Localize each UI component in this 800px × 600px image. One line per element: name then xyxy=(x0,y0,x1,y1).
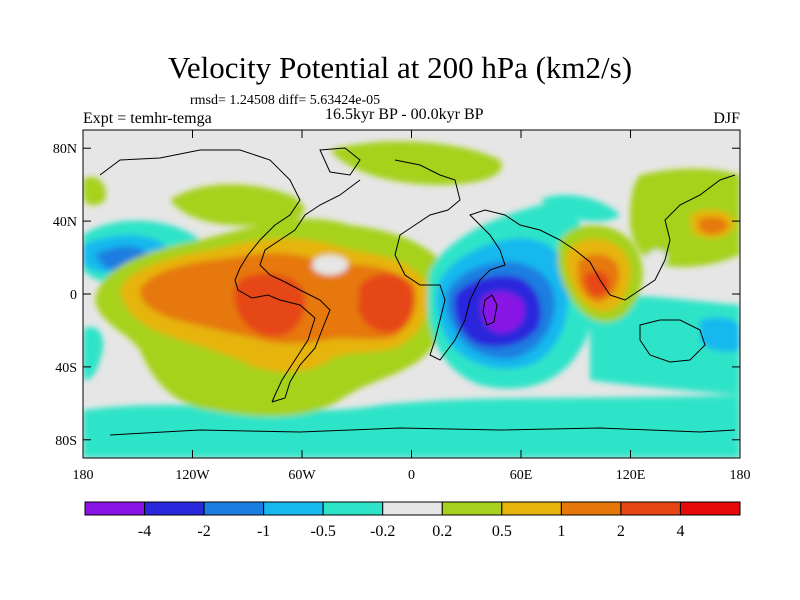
coastline-antarctica xyxy=(109,427,736,436)
lon-tick-label-1: 120W xyxy=(175,468,210,483)
axis-ticks: 80N 40N 0 40S 80S 180 120W 60W 0 60E 120E 180 xyxy=(53,130,751,483)
contour-na-positive xyxy=(170,184,305,226)
contour-atlantic-core xyxy=(358,273,414,333)
contour-pacific-hole xyxy=(647,250,667,266)
contour-eastasia-positive xyxy=(630,168,740,267)
lon-tick-label-6: 180 xyxy=(730,468,751,483)
lon-tick-label-2: 60W xyxy=(288,468,316,483)
colorbar-swatch-4 xyxy=(322,501,384,516)
colorbar-swatch-9 xyxy=(620,501,681,516)
coastline-eurasia-africa xyxy=(394,159,611,361)
colorbar-label-9: 4 xyxy=(676,523,684,540)
colorbar-swatch-3 xyxy=(263,501,324,516)
coastline-americas-west xyxy=(99,149,316,403)
chart-title: Velocity Potential at 200 hPa (km2/s) xyxy=(167,50,633,85)
colorbar-label-4: -0.2 xyxy=(370,523,395,540)
coastlines xyxy=(99,147,736,436)
lat-tick-label-2: 0 xyxy=(70,288,77,303)
colorbar-swatch-2 xyxy=(203,501,265,516)
colorbar: -4 -2 -1 -0.5 -0.2 0.2 0.5 1 2 4 xyxy=(84,501,741,540)
colorbar-swatch-5 xyxy=(382,501,443,516)
lon-tick-label-4: 60E xyxy=(510,468,533,483)
colorbar-label-1: -2 xyxy=(197,523,210,540)
lon-tick-label-5: 120E xyxy=(616,468,646,483)
stats-label: rmsd= 1.24508 diff= 5.63424e-05 xyxy=(190,93,381,108)
contour-field xyxy=(83,130,740,458)
colorbar-swatch-0 xyxy=(84,501,146,516)
lat-tick-label-3: 40S xyxy=(55,361,77,376)
contour-seasia-core xyxy=(584,270,610,297)
period-label: 16.5kyr BP - 00.0kyr BP xyxy=(325,106,484,123)
colorbar-swatch-6 xyxy=(441,501,503,516)
contour-pacific-positive-core xyxy=(698,217,728,235)
colorbar-swatch-8 xyxy=(560,501,622,516)
lon-tick-label-0: 180 xyxy=(73,468,94,483)
colorbar-label-0: -4 xyxy=(138,523,151,540)
colorbar-label-5: 0.2 xyxy=(432,523,452,540)
lon-tick-label-3: 0 xyxy=(408,468,415,483)
colorbar-label-2: -1 xyxy=(257,523,270,540)
coastline-east-asia xyxy=(609,174,736,301)
lat-tick-label-1: 40N xyxy=(53,215,77,230)
colorbar-swatch-1 xyxy=(144,501,205,516)
coastline-madagascar xyxy=(482,294,498,326)
colorbar-label-8: 2 xyxy=(617,523,625,540)
contour-arctic-positive xyxy=(330,141,502,185)
coastline-americas-east xyxy=(259,179,361,403)
contour-nw-positive xyxy=(83,176,106,206)
season-label: DJF xyxy=(713,110,740,127)
colorbar-label-3: -0.5 xyxy=(311,523,336,540)
experiment-label: Expt = temhr-temga xyxy=(83,110,212,127)
coastline-greenland xyxy=(319,147,361,176)
contour-australia-blue xyxy=(700,317,740,352)
colorbar-label-7: 1 xyxy=(557,523,565,540)
contour-atlantic-hole xyxy=(312,255,348,275)
colorbar-swatch-10 xyxy=(679,501,741,516)
colorbar-label-6: 0.5 xyxy=(492,523,512,540)
lat-tick-label-0: 80N xyxy=(53,142,77,157)
contour-asia-cyan xyxy=(540,195,620,222)
colorbar-swatch-7 xyxy=(501,501,562,516)
contour-amazon-core xyxy=(234,273,305,337)
coastline-australia xyxy=(639,319,706,363)
lat-tick-label-4: 80S xyxy=(55,434,77,449)
